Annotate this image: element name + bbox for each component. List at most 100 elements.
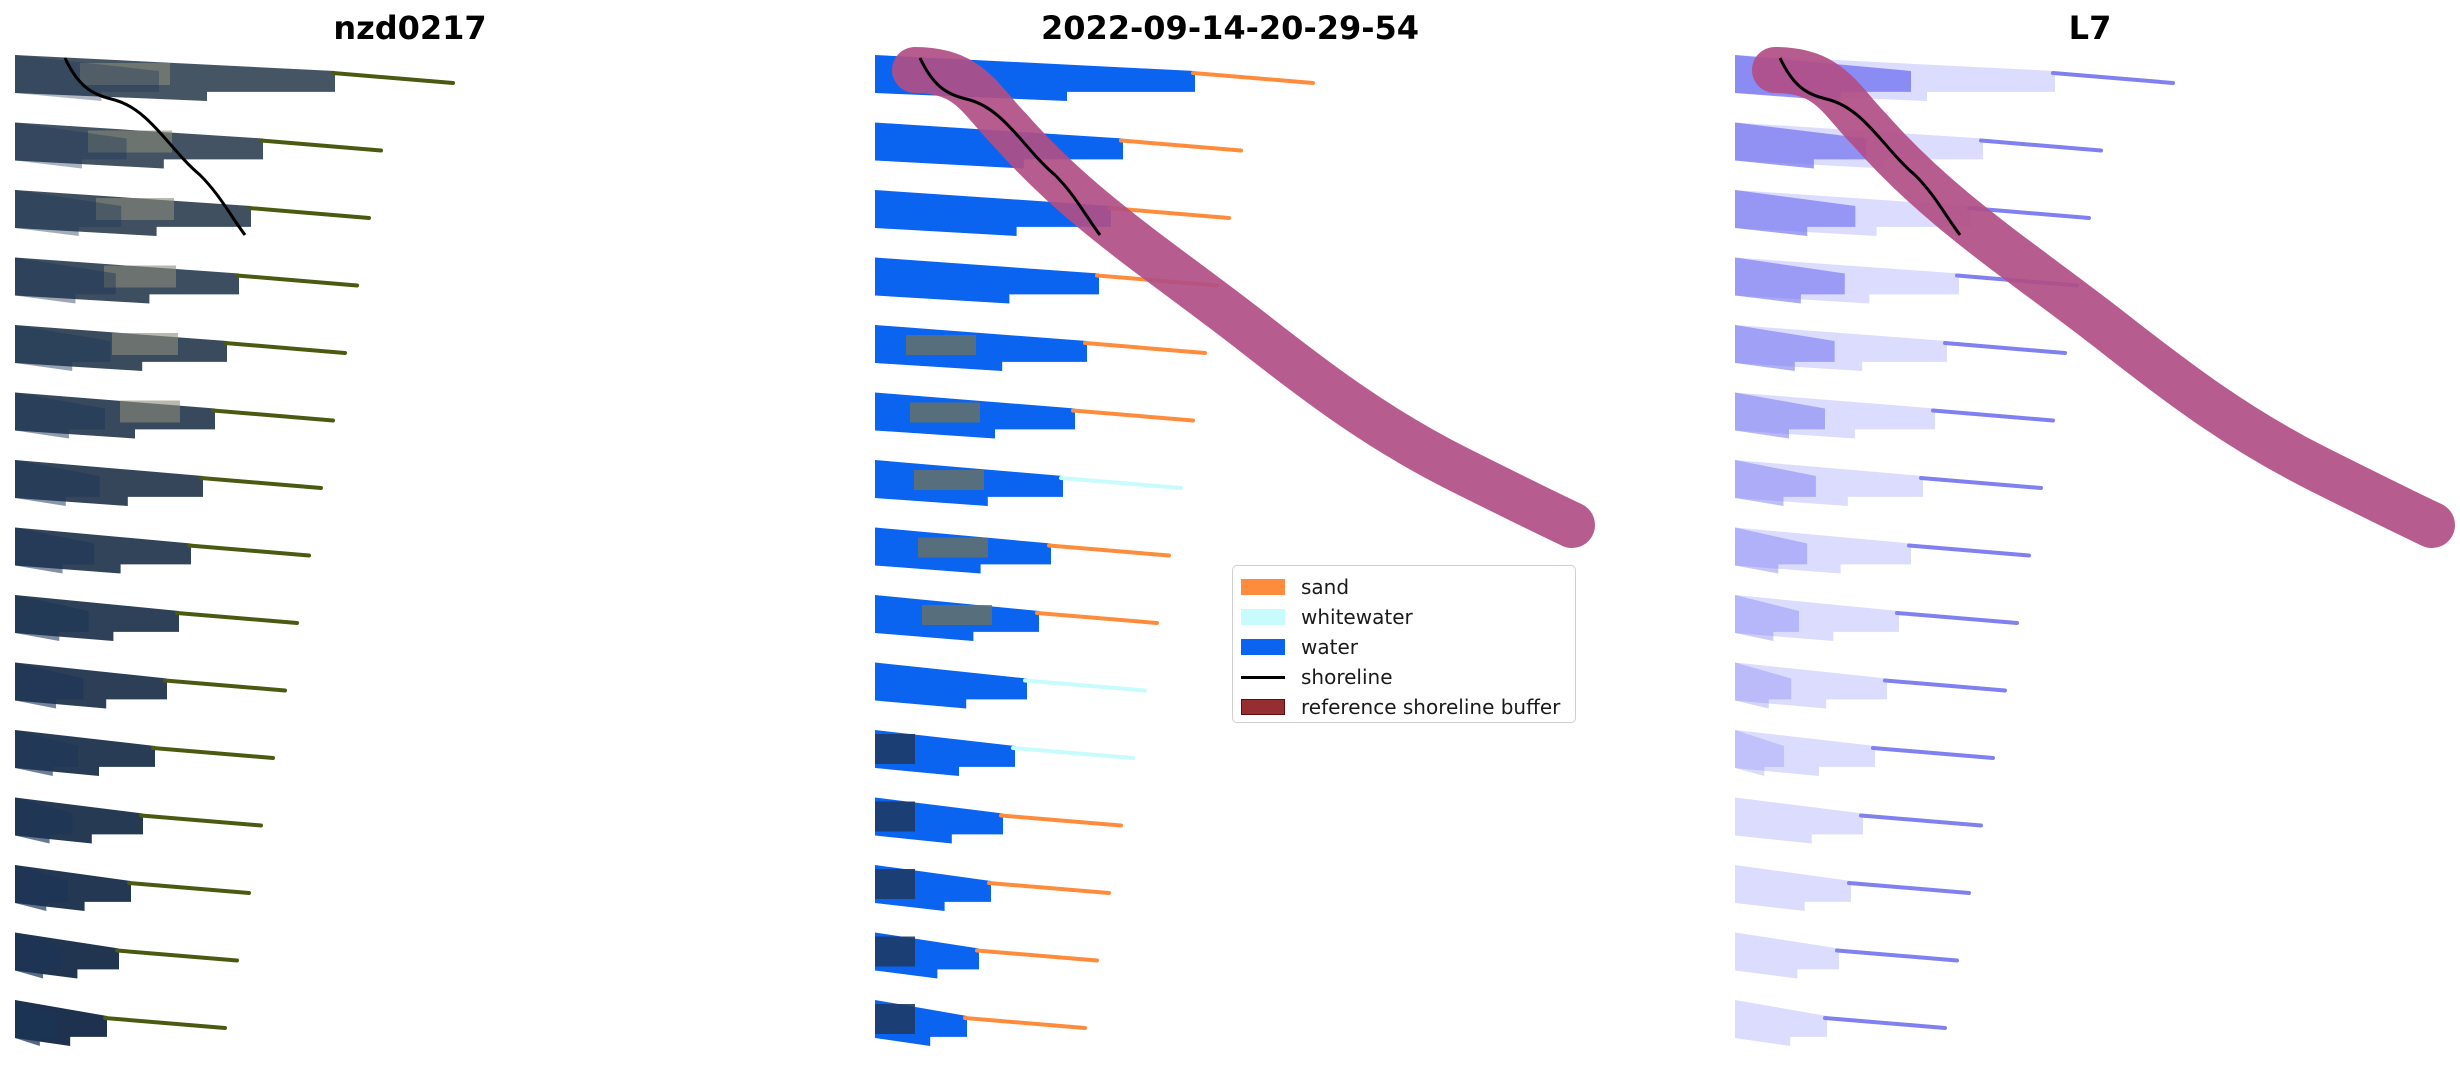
class-dark-patch: [875, 734, 915, 764]
rgb-urban-patch: [80, 63, 170, 85]
class-shoreline: [918, 57, 1102, 236]
rgb-urban-patch: [88, 130, 172, 153]
mndwi-shoreline: [1778, 57, 1962, 236]
panel-title-classified: 2022-09-14-20-29-54: [1040, 9, 1420, 47]
rgb-tail: [163, 678, 287, 693]
legend: sand whitewater water shoreline referenc…: [1232, 565, 1576, 723]
mndwi-strip: [1735, 865, 1851, 911]
class-water-strip: [875, 257, 1099, 304]
rgb-urban-patch: [112, 333, 178, 355]
mndwi-image: [1735, 47, 2455, 1046]
mndwi-dark-patch: [1735, 730, 1784, 776]
mndwi-tail: [1871, 746, 1995, 760]
rgb-sea-patch: [15, 55, 159, 101]
legend-label-sand: sand: [1301, 575, 1350, 599]
mndwi-strip: [1735, 595, 1899, 641]
rgb-sea-patch: [15, 595, 89, 641]
class-water-strip: [875, 190, 1111, 236]
mndwi-dark-patch: [1735, 527, 1808, 574]
mndwi-tail: [1823, 1016, 1947, 1030]
rgb-tail: [247, 206, 371, 220]
mndwi-tail: [1835, 948, 1959, 963]
panel-mndwi: L7: [1720, 0, 2460, 1071]
legend-label-shoreline: shoreline: [1301, 665, 1393, 689]
rgb-tail: [175, 611, 299, 625]
class-tail: [1191, 71, 1315, 85]
shoreline-line-swatch: [1241, 675, 1285, 679]
rgb-sea-patch: [15, 797, 73, 844]
mndwi-tail: [1907, 543, 2031, 558]
mndwi-tail: [1895, 611, 2019, 625]
rgb-sea-patch: [15, 122, 127, 169]
rgb-tail: [127, 881, 251, 895]
mndwi-strip: [1735, 797, 1863, 844]
class-tail: [1083, 341, 1207, 355]
class-tail: [975, 948, 1099, 963]
classified-image: [875, 47, 1595, 1046]
class-tail: [1035, 611, 1159, 625]
mndwi-strip: [1735, 460, 1923, 506]
panel-title-mndwi: L7: [2068, 9, 2112, 47]
rgb-tail: [151, 746, 275, 760]
rgb-sea-patch: [15, 190, 122, 236]
class-tail: [1119, 138, 1243, 153]
class-dark-patch: [875, 801, 915, 832]
class-tail: [999, 813, 1123, 828]
mndwi-dark-patch: [1735, 325, 1835, 371]
rgb-sea-patch: [15, 932, 62, 979]
mndwi-tail: [1919, 476, 2043, 490]
rgb-sea-patch: [15, 460, 100, 506]
mndwi-dark-patch: [1735, 257, 1845, 304]
mndwi-tail: [1847, 881, 1971, 895]
class-tail: [1047, 543, 1171, 558]
mndwi-dark-patch: [1735, 595, 1799, 641]
class-land-patch: [906, 335, 976, 355]
class-tail: [1011, 746, 1135, 760]
mndwi-tail: [1943, 341, 2067, 355]
rgb-tail: [139, 813, 263, 828]
whitewater-swatch: [1241, 609, 1285, 625]
water-swatch: [1241, 639, 1285, 655]
rgb-urban-patch: [120, 400, 180, 423]
mndwi-tail: [2051, 71, 2175, 85]
rgb-tail: [223, 341, 347, 355]
panel-classified: 2022-09-14-20-29-54: [860, 0, 1600, 1071]
rgb-image: [15, 55, 455, 1046]
panel-title-rgb: nzd0217: [333, 9, 487, 47]
rgb-sea-patch: [15, 392, 105, 439]
rgb-sea-patch: [15, 865, 68, 911]
panel-rgb: nzd0217: [0, 0, 820, 1071]
buffer-swatch: [1241, 699, 1285, 715]
class-land-patch: [910, 402, 980, 423]
rgb-sea-patch: [15, 730, 78, 776]
class-land-patch: [922, 605, 992, 625]
legend-item-buffer: reference shoreline buffer: [1241, 692, 1567, 722]
class-dark-patch: [875, 1004, 915, 1034]
rgb-shoreline: [63, 57, 247, 236]
mndwi-dark-patch: [1735, 460, 1816, 506]
mndwi-dark-patch: [1735, 190, 1856, 236]
legend-label-whitewater: whitewater: [1301, 605, 1413, 629]
mndwi-tail: [1859, 813, 1983, 828]
mndwi-tail: [1883, 678, 2007, 693]
mndwi-strip: [1735, 932, 1839, 979]
class-land-patch: [918, 537, 988, 558]
rgb-tail: [199, 476, 323, 490]
rgb-urban-patch: [96, 198, 174, 220]
mndwi-strip: [1735, 527, 1911, 574]
rgb-sea-patch: [15, 325, 111, 371]
mndwi-strip: [1735, 662, 1887, 709]
legend-item-water: water: [1241, 632, 1567, 662]
legend-label-water: water: [1301, 635, 1358, 659]
legend-item-whitewater: whitewater: [1241, 602, 1567, 632]
legend-item-shoreline: shoreline: [1241, 662, 1567, 692]
rgb-tail: [115, 948, 239, 963]
mndwi-strip: [1735, 730, 1875, 776]
rgb-tail: [259, 138, 383, 153]
class-tail: [1023, 678, 1147, 693]
rgb-strip: [15, 392, 215, 439]
mndwi-dark-patch: [1735, 122, 1867, 169]
sand-swatch: [1241, 579, 1285, 595]
legend-item-sand: sand: [1241, 572, 1567, 602]
class-dark-patch: [875, 936, 915, 967]
